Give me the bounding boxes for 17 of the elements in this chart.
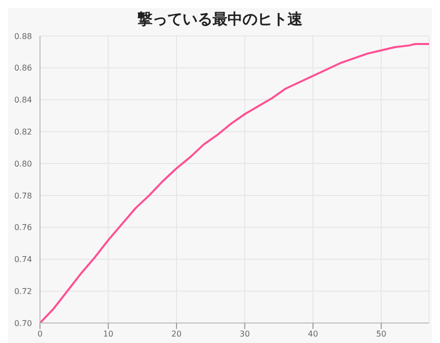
- x-tick-label: 0: [37, 330, 43, 339]
- x-tick-label: 40: [308, 330, 318, 339]
- y-tick-label: 0.86: [14, 64, 32, 73]
- y-tick-label: 0.72: [14, 286, 32, 296]
- y-tick-label: 0.84: [14, 96, 32, 105]
- y-tick-label: 0.80: [14, 159, 32, 168]
- y-tick-label: 0.78: [14, 191, 32, 200]
- y-tick-label: 0.82: [14, 128, 32, 137]
- x-tick-label: 10: [103, 330, 114, 339]
- chart-title: 撃っている最中のヒト速: [136, 9, 304, 30]
- x-tick-label: 50: [376, 330, 386, 339]
- y-tick-label: 0.76: [14, 223, 32, 232]
- x-tick-label: 30: [240, 330, 250, 339]
- y-tick-label: 0.70: [14, 318, 32, 328]
- y-tick-label: 0.88: [14, 32, 32, 41]
- y-tick-label: 0.74: [14, 255, 32, 264]
- x-tick-label: 20: [171, 330, 182, 339]
